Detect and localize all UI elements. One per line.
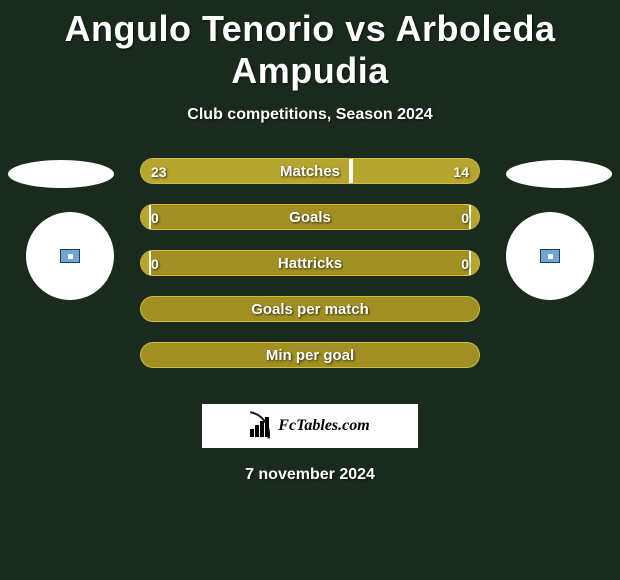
brand-logo: FcTables.com	[202, 404, 418, 448]
brand-text: FcTables.com	[278, 417, 369, 435]
flag-icon	[60, 249, 80, 263]
subtitle: Club competitions, Season 2024	[0, 106, 620, 124]
chart-icon	[250, 415, 272, 437]
stat-label: Goals	[141, 205, 479, 231]
player-right-ellipse	[506, 160, 612, 188]
stat-row: Goals0 0	[140, 204, 480, 230]
flag-icon	[540, 249, 560, 263]
stat-value-right: 0	[461, 251, 469, 277]
player-left-avatar	[26, 212, 114, 300]
player-left-ellipse	[8, 160, 114, 188]
stat-label: Matches	[141, 159, 479, 185]
player-right-avatar	[506, 212, 594, 300]
stat-row: Hattricks0 0	[140, 250, 480, 276]
stat-value-left: 0	[151, 251, 159, 277]
stat-value-left: 23	[151, 159, 167, 185]
stat-row: Min per goal	[140, 342, 480, 368]
stat-label: Hattricks	[141, 251, 479, 277]
stat-label: Goals per match	[141, 297, 479, 323]
stat-value-left: 0	[151, 205, 159, 231]
stat-value-right: 0	[461, 205, 469, 231]
page-title: Angulo Tenorio vs Arboleda Ampudia	[0, 0, 620, 92]
stat-value-right: 14	[453, 159, 469, 185]
comparison-stage: Matches2314Goals00Hattricks00Goals per m…	[0, 154, 620, 394]
stat-label: Min per goal	[141, 343, 479, 369]
stat-rows: Matches2314Goals00Hattricks00Goals per m…	[140, 158, 480, 388]
stat-row: Goals per match	[140, 296, 480, 322]
stat-row: Matches23 14	[140, 158, 480, 184]
date-text: 7 november 2024	[0, 466, 620, 484]
